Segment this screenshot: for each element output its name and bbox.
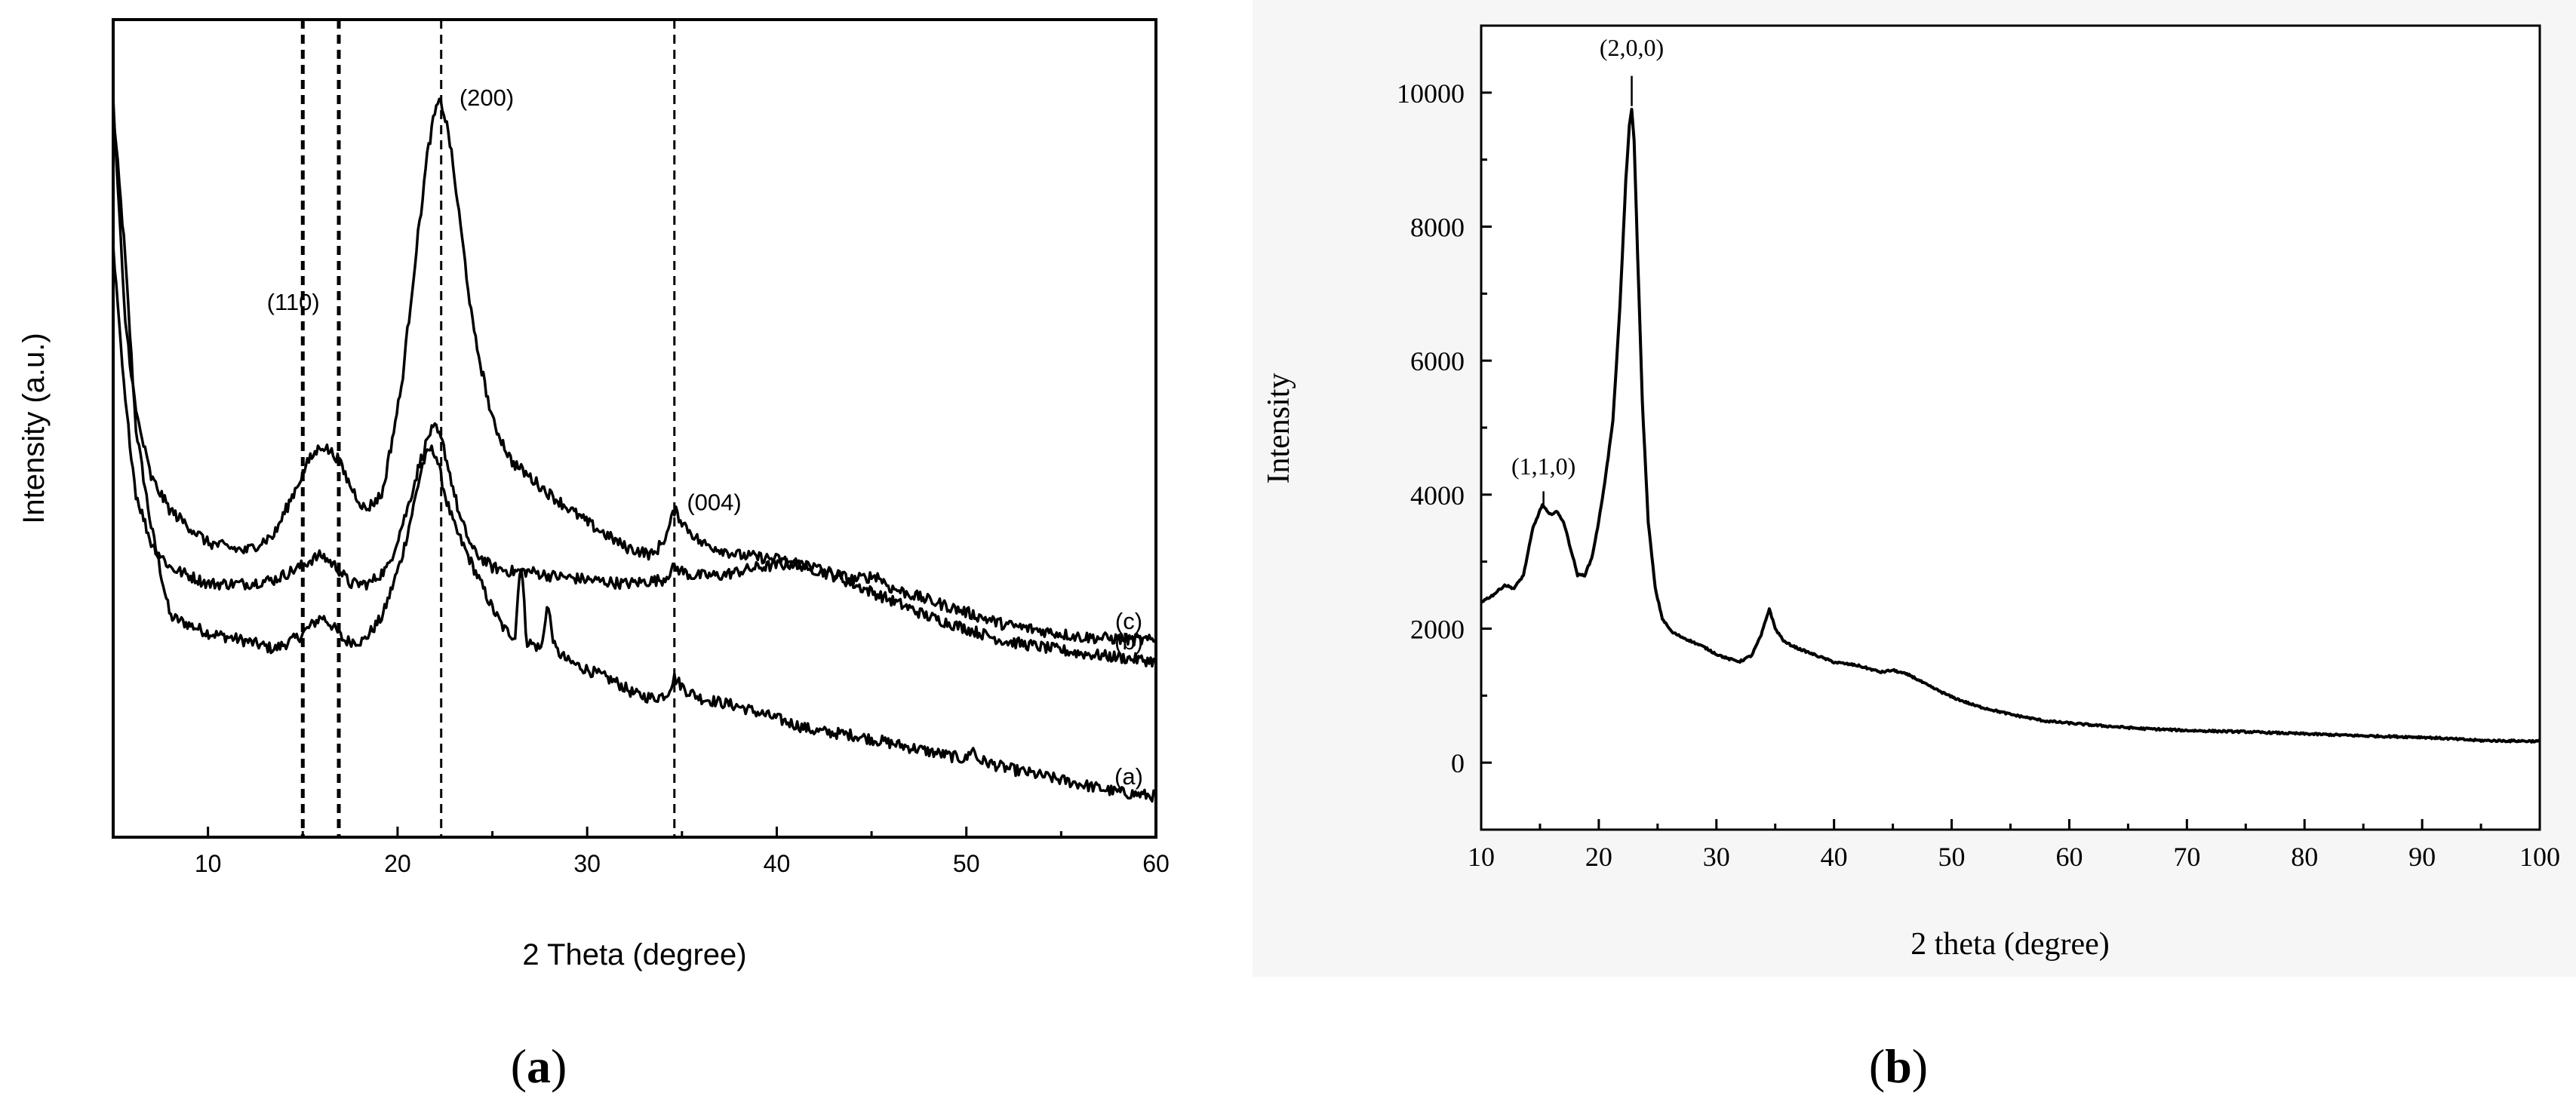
b-x-tick-label: 60 (2055, 842, 2083, 872)
a-x-tick-label: 60 (1142, 850, 1170, 877)
b-x-tick-label: 30 (1703, 842, 1730, 872)
b-caption: (b) (1869, 1039, 1928, 1093)
panel-a: 10 20 30 40 50 60 2 Theta (degree) Intensity … (17, 18, 1170, 1093)
a-series-line-a (112, 107, 1157, 803)
panel-b: 10 20 30 40 50 60 70 80 90 100 0 2000 4000 6000 8000 1… (1253, 0, 2576, 1093)
b-peak-label: (1,1,0) (1511, 453, 1575, 480)
a-x-tick-label: 30 (573, 850, 601, 877)
a-x-tick-label: 20 (384, 850, 411, 877)
a-peak-label: (200) (460, 84, 514, 111)
b-plot-background (1481, 26, 2540, 830)
a-peak-labels: (110) (200) (004) (267, 84, 742, 516)
b-x-tick-label: 70 (2173, 842, 2200, 872)
b-x-tick-label: 80 (2291, 842, 2318, 872)
b-y-tick-label: 0 (1451, 748, 1465, 778)
a-caption-close: ) (551, 1039, 567, 1093)
a-peak-label: (110) (267, 289, 320, 315)
b-caption-letter: b (1885, 1039, 1912, 1093)
b-y-tick-label: 2000 (1410, 615, 1465, 645)
b-x-axis-label: 2 theta (degree) (1910, 927, 2110, 962)
b-peak-label: (2,0,0) (1600, 34, 1664, 61)
a-series-group (112, 97, 1157, 803)
a-caption: (a) (511, 1039, 567, 1093)
b-y-axis-label: Intensity (1262, 373, 1296, 484)
a-y-axis-label: Intensity (a.u.) (17, 333, 51, 523)
a-series-labels: (a) (b)(c) (1114, 608, 1143, 790)
b-x-tick-label: 90 (2408, 842, 2436, 872)
b-x-axis-ticks: 10 20 30 40 50 60 70 80 90 100 (1468, 819, 2560, 872)
a-caption-letter: a (527, 1039, 551, 1093)
b-x-tick-label: 10 (1468, 842, 1495, 872)
a-series-label: (a) (1114, 763, 1143, 790)
b-caption-open: ( (1869, 1039, 1885, 1093)
a-series-line-b (112, 244, 1156, 668)
a-x-axis-label: 2 Theta (degree) (522, 938, 746, 971)
a-series-line-c (112, 97, 1157, 647)
a-x-tick-label: 40 (764, 850, 791, 877)
b-x-tick-label: 100 (2519, 842, 2560, 872)
a-plot-frame (112, 18, 1157, 839)
b-series-line (1480, 107, 2541, 744)
a-x-tick-label: 10 (195, 850, 222, 877)
a-peak-label: (004) (687, 489, 741, 515)
a-series-label: (c) (1115, 608, 1142, 634)
b-series-group (1480, 107, 2541, 744)
b-x-tick-label: 50 (1938, 842, 1966, 872)
a-x-axis-ticks: 10 20 30 40 50 60 (112, 827, 1170, 877)
a-series-label: (b) (1114, 628, 1143, 655)
a-x-tick-label: 50 (953, 850, 980, 877)
a-caption-open: ( (511, 1039, 527, 1093)
a-reference-lines (300, 20, 676, 837)
b-x-tick-label: 20 (1585, 842, 1612, 872)
b-caption-close: ) (1912, 1039, 1928, 1093)
b-y-tick-label: 6000 (1410, 346, 1465, 376)
b-y-tick-label: 4000 (1410, 480, 1465, 511)
b-x-tick-label: 40 (1821, 842, 1848, 872)
b-y-tick-label: 8000 (1410, 213, 1465, 243)
b-y-tick-label: 10000 (1397, 78, 1465, 109)
b-peak-labels: (1,1,0) (2,0,0) (1511, 34, 1664, 508)
b-y-axis-ticks: 0 2000 4000 6000 8000 10000 (1397, 24, 1492, 831)
